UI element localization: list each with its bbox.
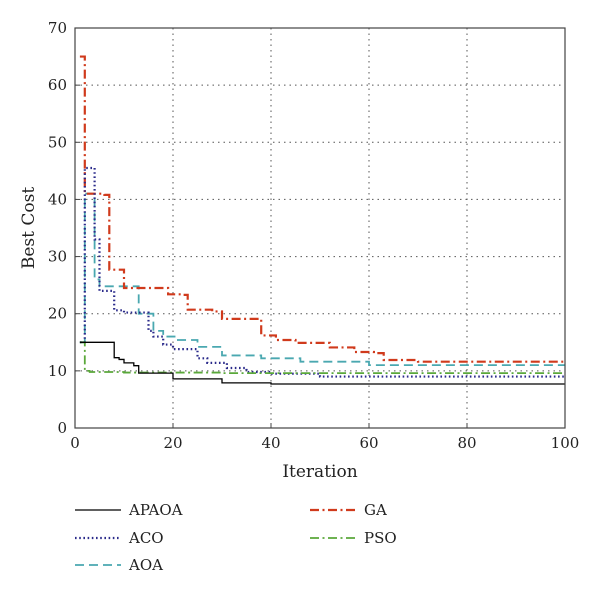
legend: APAOA ACO AOA GA PSO: [75, 501, 397, 574]
legend-label-aco: ACO: [128, 529, 164, 547]
y-tick-label: 0: [57, 419, 67, 437]
x-tick-label: 100: [551, 434, 580, 452]
series-line-aoa: [79, 192, 565, 367]
plot-frame: [74, 27, 566, 429]
x-tick-label: 0: [70, 434, 80, 452]
series-line-aco: [79, 166, 565, 378]
legend-label-aoa: AOA: [128, 556, 163, 574]
y-tick-label: 30: [48, 248, 67, 266]
series-line-ga: [79, 55, 565, 363]
x-tick-label: 60: [359, 434, 378, 452]
grid-lines: [75, 28, 565, 428]
series-line-apaoa: [79, 341, 565, 385]
x-tick-label: 40: [261, 434, 280, 452]
y-axis-label: Best Cost: [19, 187, 39, 269]
series-lines: [79, 55, 565, 385]
y-tick-label: 60: [48, 76, 67, 94]
series-line-pso: [79, 341, 565, 375]
x-axis-label: Iteration: [282, 462, 357, 482]
y-tick-label: 20: [48, 305, 67, 323]
y-tick-label: 10: [48, 362, 67, 380]
y-tick-label: 70: [48, 19, 67, 37]
y-tick-label: 40: [48, 190, 67, 208]
y-tick-label: 50: [48, 133, 67, 151]
x-tick-label: 20: [163, 434, 182, 452]
plot-background: [75, 28, 565, 428]
legend-label-pso: PSO: [364, 529, 397, 547]
legend-label-ga: GA: [364, 501, 387, 519]
x-tick-label: 80: [457, 434, 476, 452]
legend-label-apaoa: APAOA: [128, 501, 183, 519]
axis-ticks: 0 20 40 60 80 100 0 10 20 30 40 50 60 70: [48, 19, 579, 452]
